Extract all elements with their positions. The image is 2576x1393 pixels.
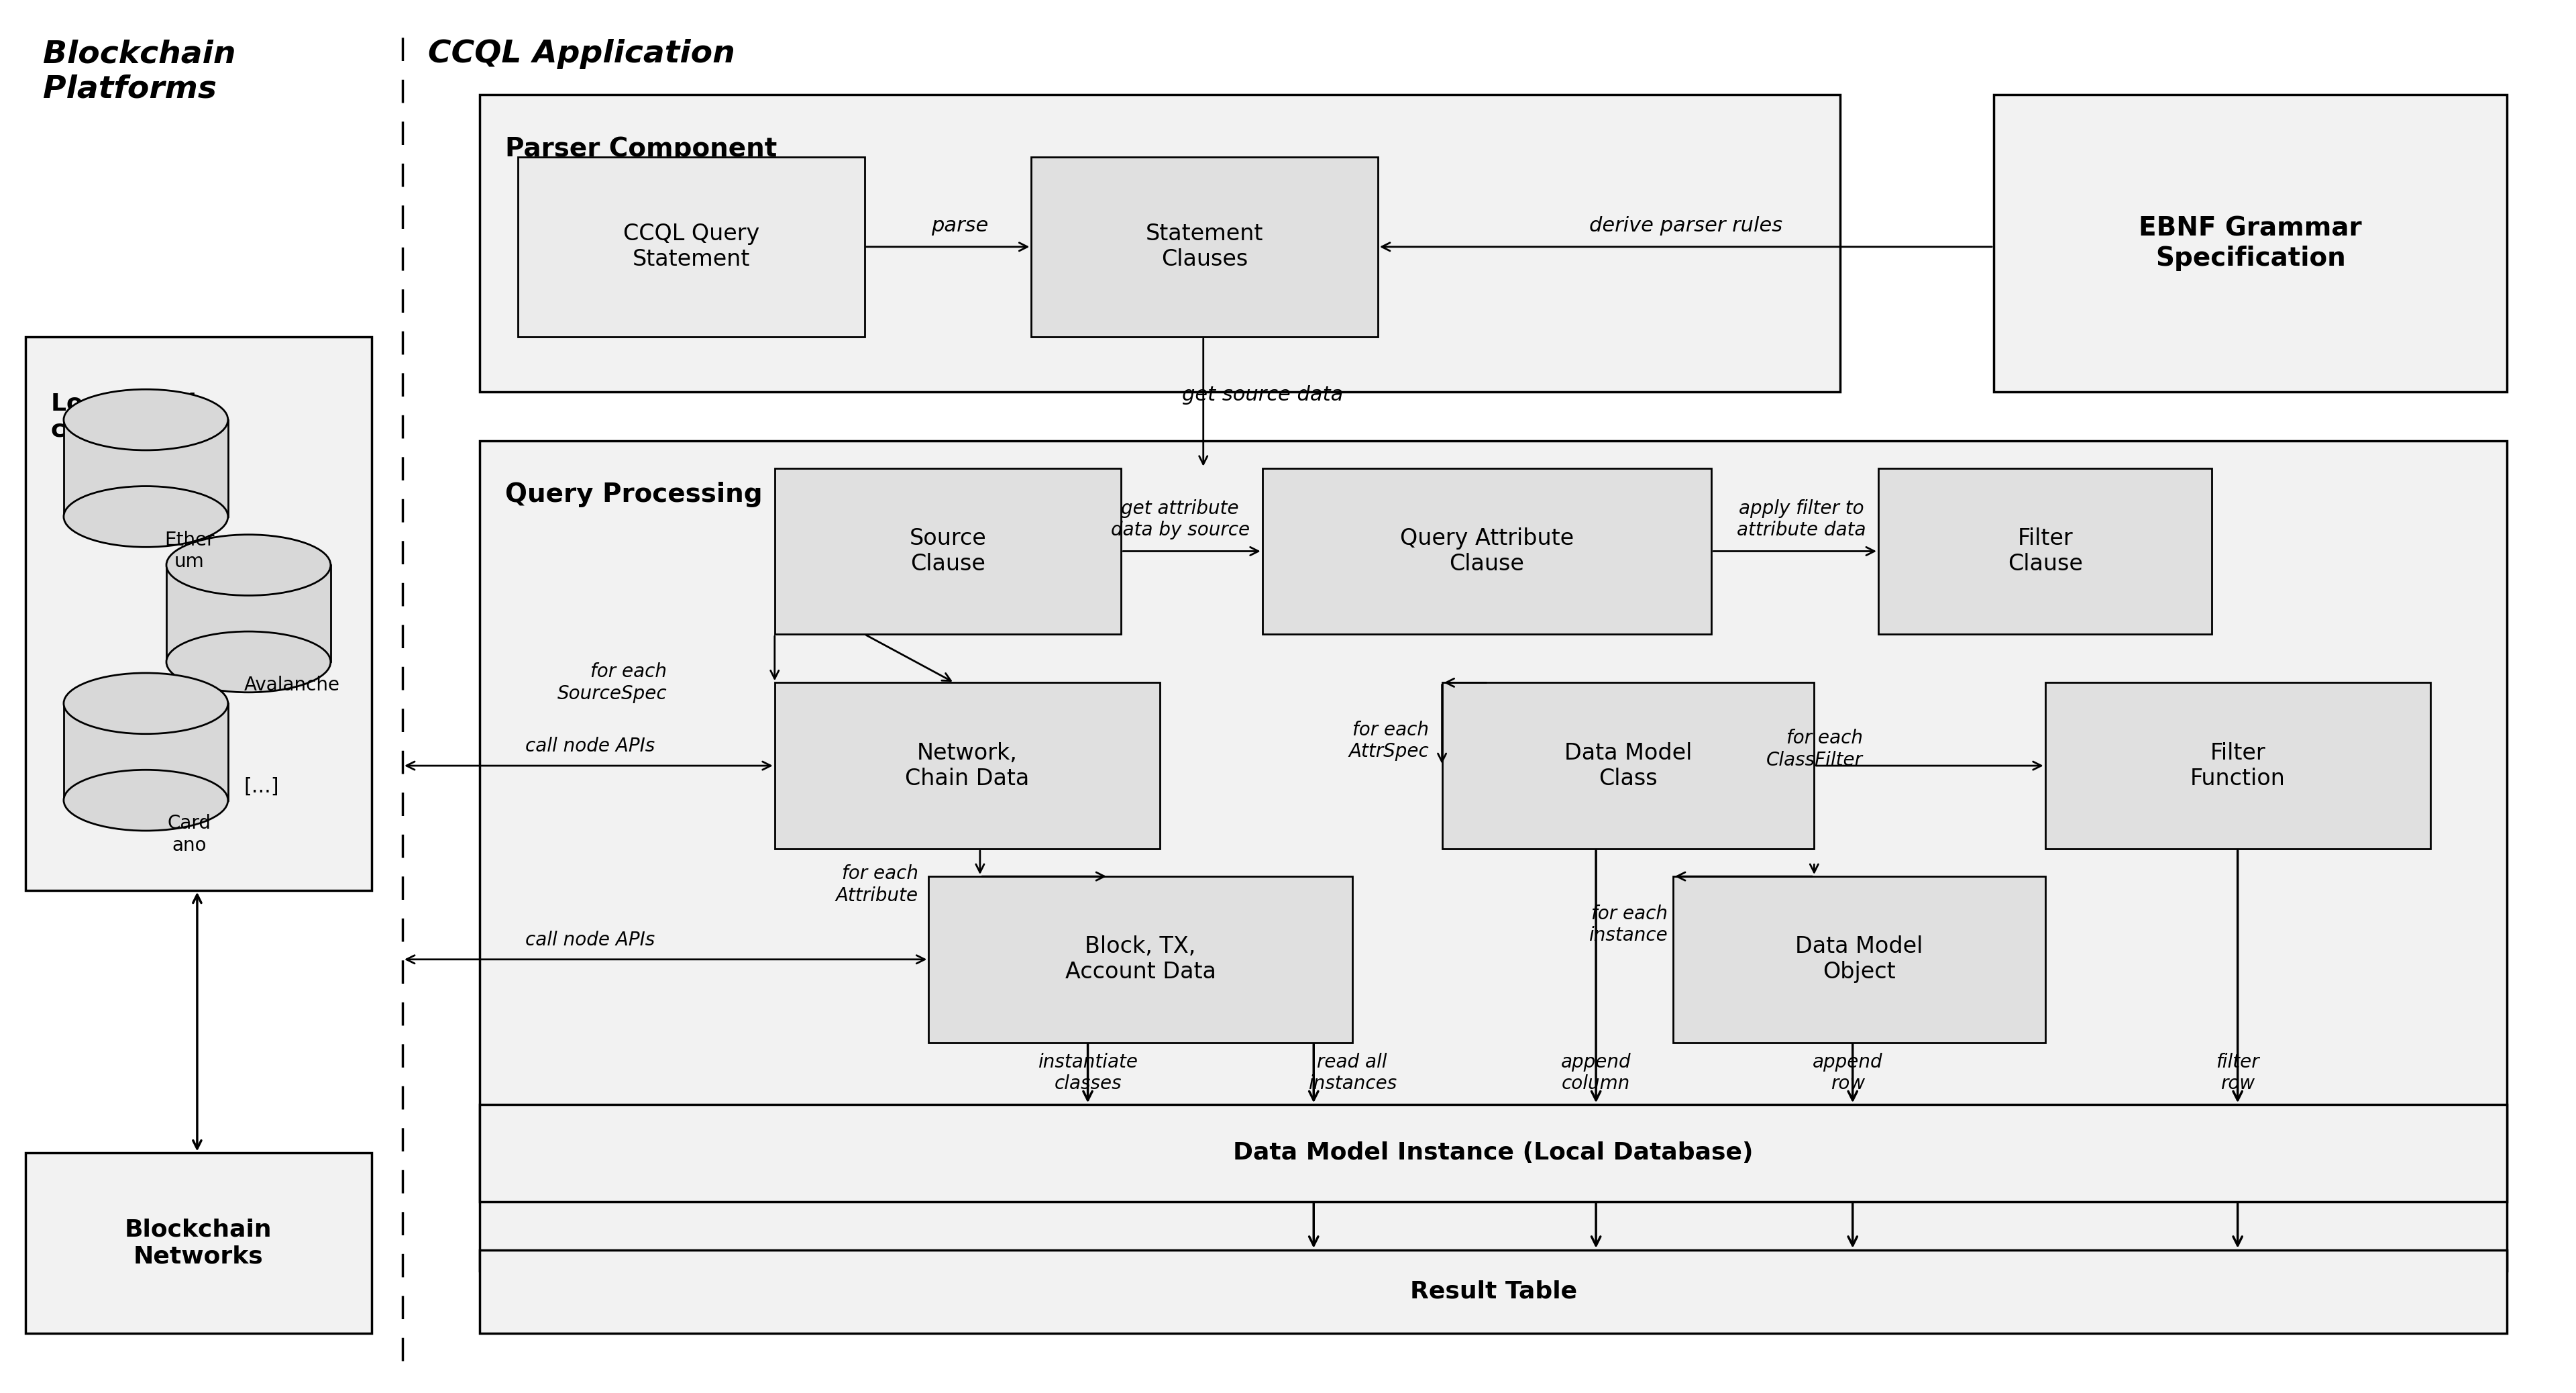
FancyBboxPatch shape bbox=[775, 683, 1159, 848]
Ellipse shape bbox=[64, 770, 227, 830]
FancyBboxPatch shape bbox=[26, 1153, 371, 1333]
FancyBboxPatch shape bbox=[2045, 683, 2429, 848]
Text: Source
Clause: Source Clause bbox=[909, 528, 987, 575]
Text: Filter
Clause: Filter Clause bbox=[2007, 528, 2084, 575]
Text: for each
AttrSpec: for each AttrSpec bbox=[1350, 720, 1430, 761]
Text: append
column: append column bbox=[1561, 1053, 1631, 1094]
Text: call node APIs: call node APIs bbox=[526, 737, 654, 756]
Text: for each
ClassFilter: for each ClassFilter bbox=[1767, 729, 1862, 769]
FancyBboxPatch shape bbox=[930, 876, 1352, 1042]
FancyBboxPatch shape bbox=[1030, 157, 1378, 337]
FancyBboxPatch shape bbox=[64, 703, 227, 800]
Text: Data Model
Object: Data Model Object bbox=[1795, 936, 1922, 983]
Text: get attribute
data by source: get attribute data by source bbox=[1110, 499, 1249, 539]
Text: get source data: get source data bbox=[1182, 384, 1342, 404]
Text: Data Model Instance (Local Database): Data Model Instance (Local Database) bbox=[1234, 1142, 1754, 1165]
FancyBboxPatch shape bbox=[1443, 683, 1814, 848]
Text: apply filter to
attribute data: apply filter to attribute data bbox=[1736, 499, 1865, 539]
Text: CCQL Application: CCQL Application bbox=[428, 39, 734, 70]
FancyBboxPatch shape bbox=[1994, 95, 2506, 391]
Text: Blockchain
Platforms: Blockchain Platforms bbox=[44, 39, 237, 104]
Text: filter
row: filter row bbox=[2215, 1053, 2259, 1094]
FancyBboxPatch shape bbox=[1262, 468, 1710, 634]
FancyBboxPatch shape bbox=[479, 1250, 2506, 1333]
FancyBboxPatch shape bbox=[479, 95, 1839, 391]
Ellipse shape bbox=[167, 631, 330, 692]
Text: Data Model
Class: Data Model Class bbox=[1564, 742, 1692, 790]
Text: Block, TX,
Account Data: Block, TX, Account Data bbox=[1064, 936, 1216, 983]
Text: Avalanche: Avalanche bbox=[245, 676, 340, 695]
Text: [...]: [...] bbox=[245, 777, 278, 797]
Ellipse shape bbox=[64, 486, 227, 547]
Text: instantiate
classes: instantiate classes bbox=[1038, 1053, 1139, 1094]
Text: Filter
Function: Filter Function bbox=[2190, 742, 2285, 790]
FancyBboxPatch shape bbox=[479, 1105, 2506, 1202]
Ellipse shape bbox=[64, 673, 227, 734]
Ellipse shape bbox=[64, 389, 227, 450]
Text: for each
instance: for each instance bbox=[1589, 904, 1667, 944]
Text: Parser Component: Parser Component bbox=[505, 137, 778, 162]
Text: parse: parse bbox=[930, 216, 989, 235]
Text: for each
Attribute: for each Attribute bbox=[835, 865, 920, 905]
Text: call node APIs: call node APIs bbox=[526, 931, 654, 950]
Text: read all
instances: read all instances bbox=[1309, 1053, 1396, 1094]
Text: Card
ano: Card ano bbox=[167, 814, 211, 855]
Text: Query Attribute
Clause: Query Attribute Clause bbox=[1399, 528, 1574, 575]
Text: EBNF Grammar
Specification: EBNF Grammar Specification bbox=[2138, 216, 2362, 270]
FancyBboxPatch shape bbox=[1878, 468, 2213, 634]
Text: Result Table: Result Table bbox=[1409, 1280, 1577, 1302]
Text: Network,
Chain Data: Network, Chain Data bbox=[904, 742, 1030, 790]
Text: Blockchain
Networks: Blockchain Networks bbox=[124, 1219, 273, 1268]
FancyBboxPatch shape bbox=[167, 566, 330, 662]
FancyBboxPatch shape bbox=[64, 419, 227, 517]
Text: Ether
um: Ether um bbox=[165, 531, 214, 571]
FancyBboxPatch shape bbox=[518, 157, 866, 337]
Text: Local Block-
chain Nodes: Local Block- chain Nodes bbox=[52, 391, 219, 442]
Text: Query Processing: Query Processing bbox=[505, 482, 762, 507]
FancyBboxPatch shape bbox=[1672, 876, 2045, 1042]
Text: CCQL Query
Statement: CCQL Query Statement bbox=[623, 223, 760, 270]
Text: for each
SourceSpec: for each SourceSpec bbox=[556, 663, 667, 703]
Text: Statement
Clauses: Statement Clauses bbox=[1146, 223, 1262, 270]
FancyBboxPatch shape bbox=[26, 337, 371, 890]
FancyBboxPatch shape bbox=[775, 468, 1121, 634]
FancyBboxPatch shape bbox=[479, 440, 2506, 1270]
Text: append
row: append row bbox=[1814, 1053, 1883, 1094]
Ellipse shape bbox=[167, 535, 330, 595]
Text: derive parser rules: derive parser rules bbox=[1589, 216, 1783, 235]
